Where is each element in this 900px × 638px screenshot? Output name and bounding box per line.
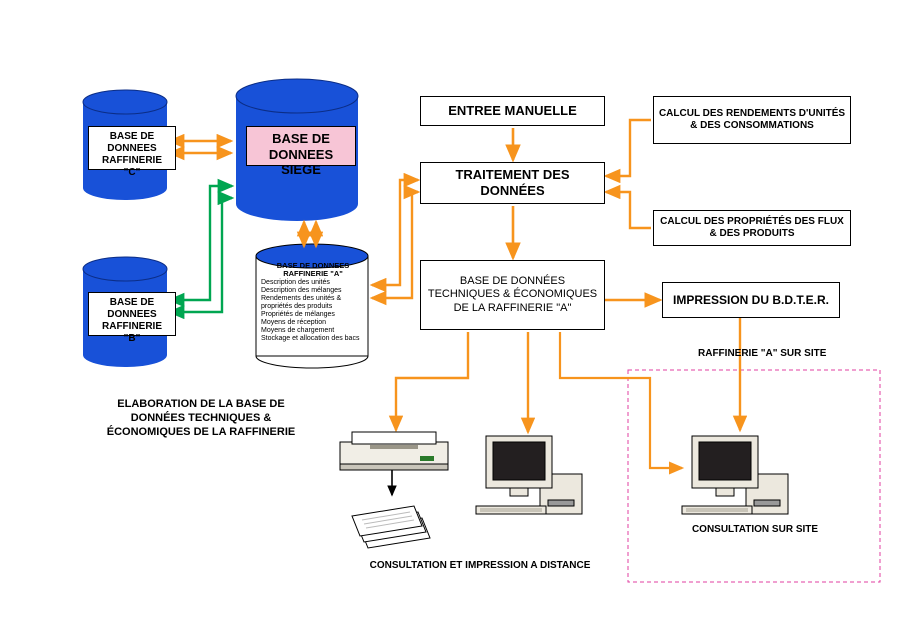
box-calc-rend: CALCUL DES RENDEMENTS D'UNITÉS & DES CON… <box>653 96 851 144</box>
caption-site: RAFFINERIE "A" SUR SITE <box>698 348 858 359</box>
papers-icon <box>352 506 430 548</box>
caption-cons-dist: CONSULTATION ET IMPRESSION A DISTANCE <box>340 560 620 571</box>
caption-elab: ELABORATION DE LA BASE DE DONNÉES TECHNI… <box>96 398 306 439</box>
db-raff-b-label: BASE DE DONNEES RAFFINERIE "B" <box>88 292 176 336</box>
box-bdte: BASE DE DONNÉES TECHNIQUES & ÉCONOMIQUES… <box>420 260 605 330</box>
box-traitement: TRAITEMENT DES DONNÉES <box>420 162 605 204</box>
box-calc-prop: CALCUL DES PROPRIÉTÉS DES FLUX & DES PRO… <box>653 210 851 246</box>
caption-cons-site: CONSULTATION SUR SITE <box>680 524 830 535</box>
pc-remote-icon <box>476 436 582 514</box>
db-raff-c-label: BASE DE DONNEES RAFFINERIE "C" <box>88 126 176 170</box>
pc-site-icon <box>682 436 788 514</box>
printer-icon <box>340 432 448 470</box>
db-raff-a-detail-text: BASE DE DONNEES RAFFINERIE "A" Descripti… <box>261 262 365 343</box>
box-impression: IMPRESSION DU B.D.T.E.R. <box>662 282 840 318</box>
db-siege-label: BASE DE DONNEES SIEGE <box>246 126 356 166</box>
box-entree: ENTREE MANUELLE <box>420 96 605 126</box>
